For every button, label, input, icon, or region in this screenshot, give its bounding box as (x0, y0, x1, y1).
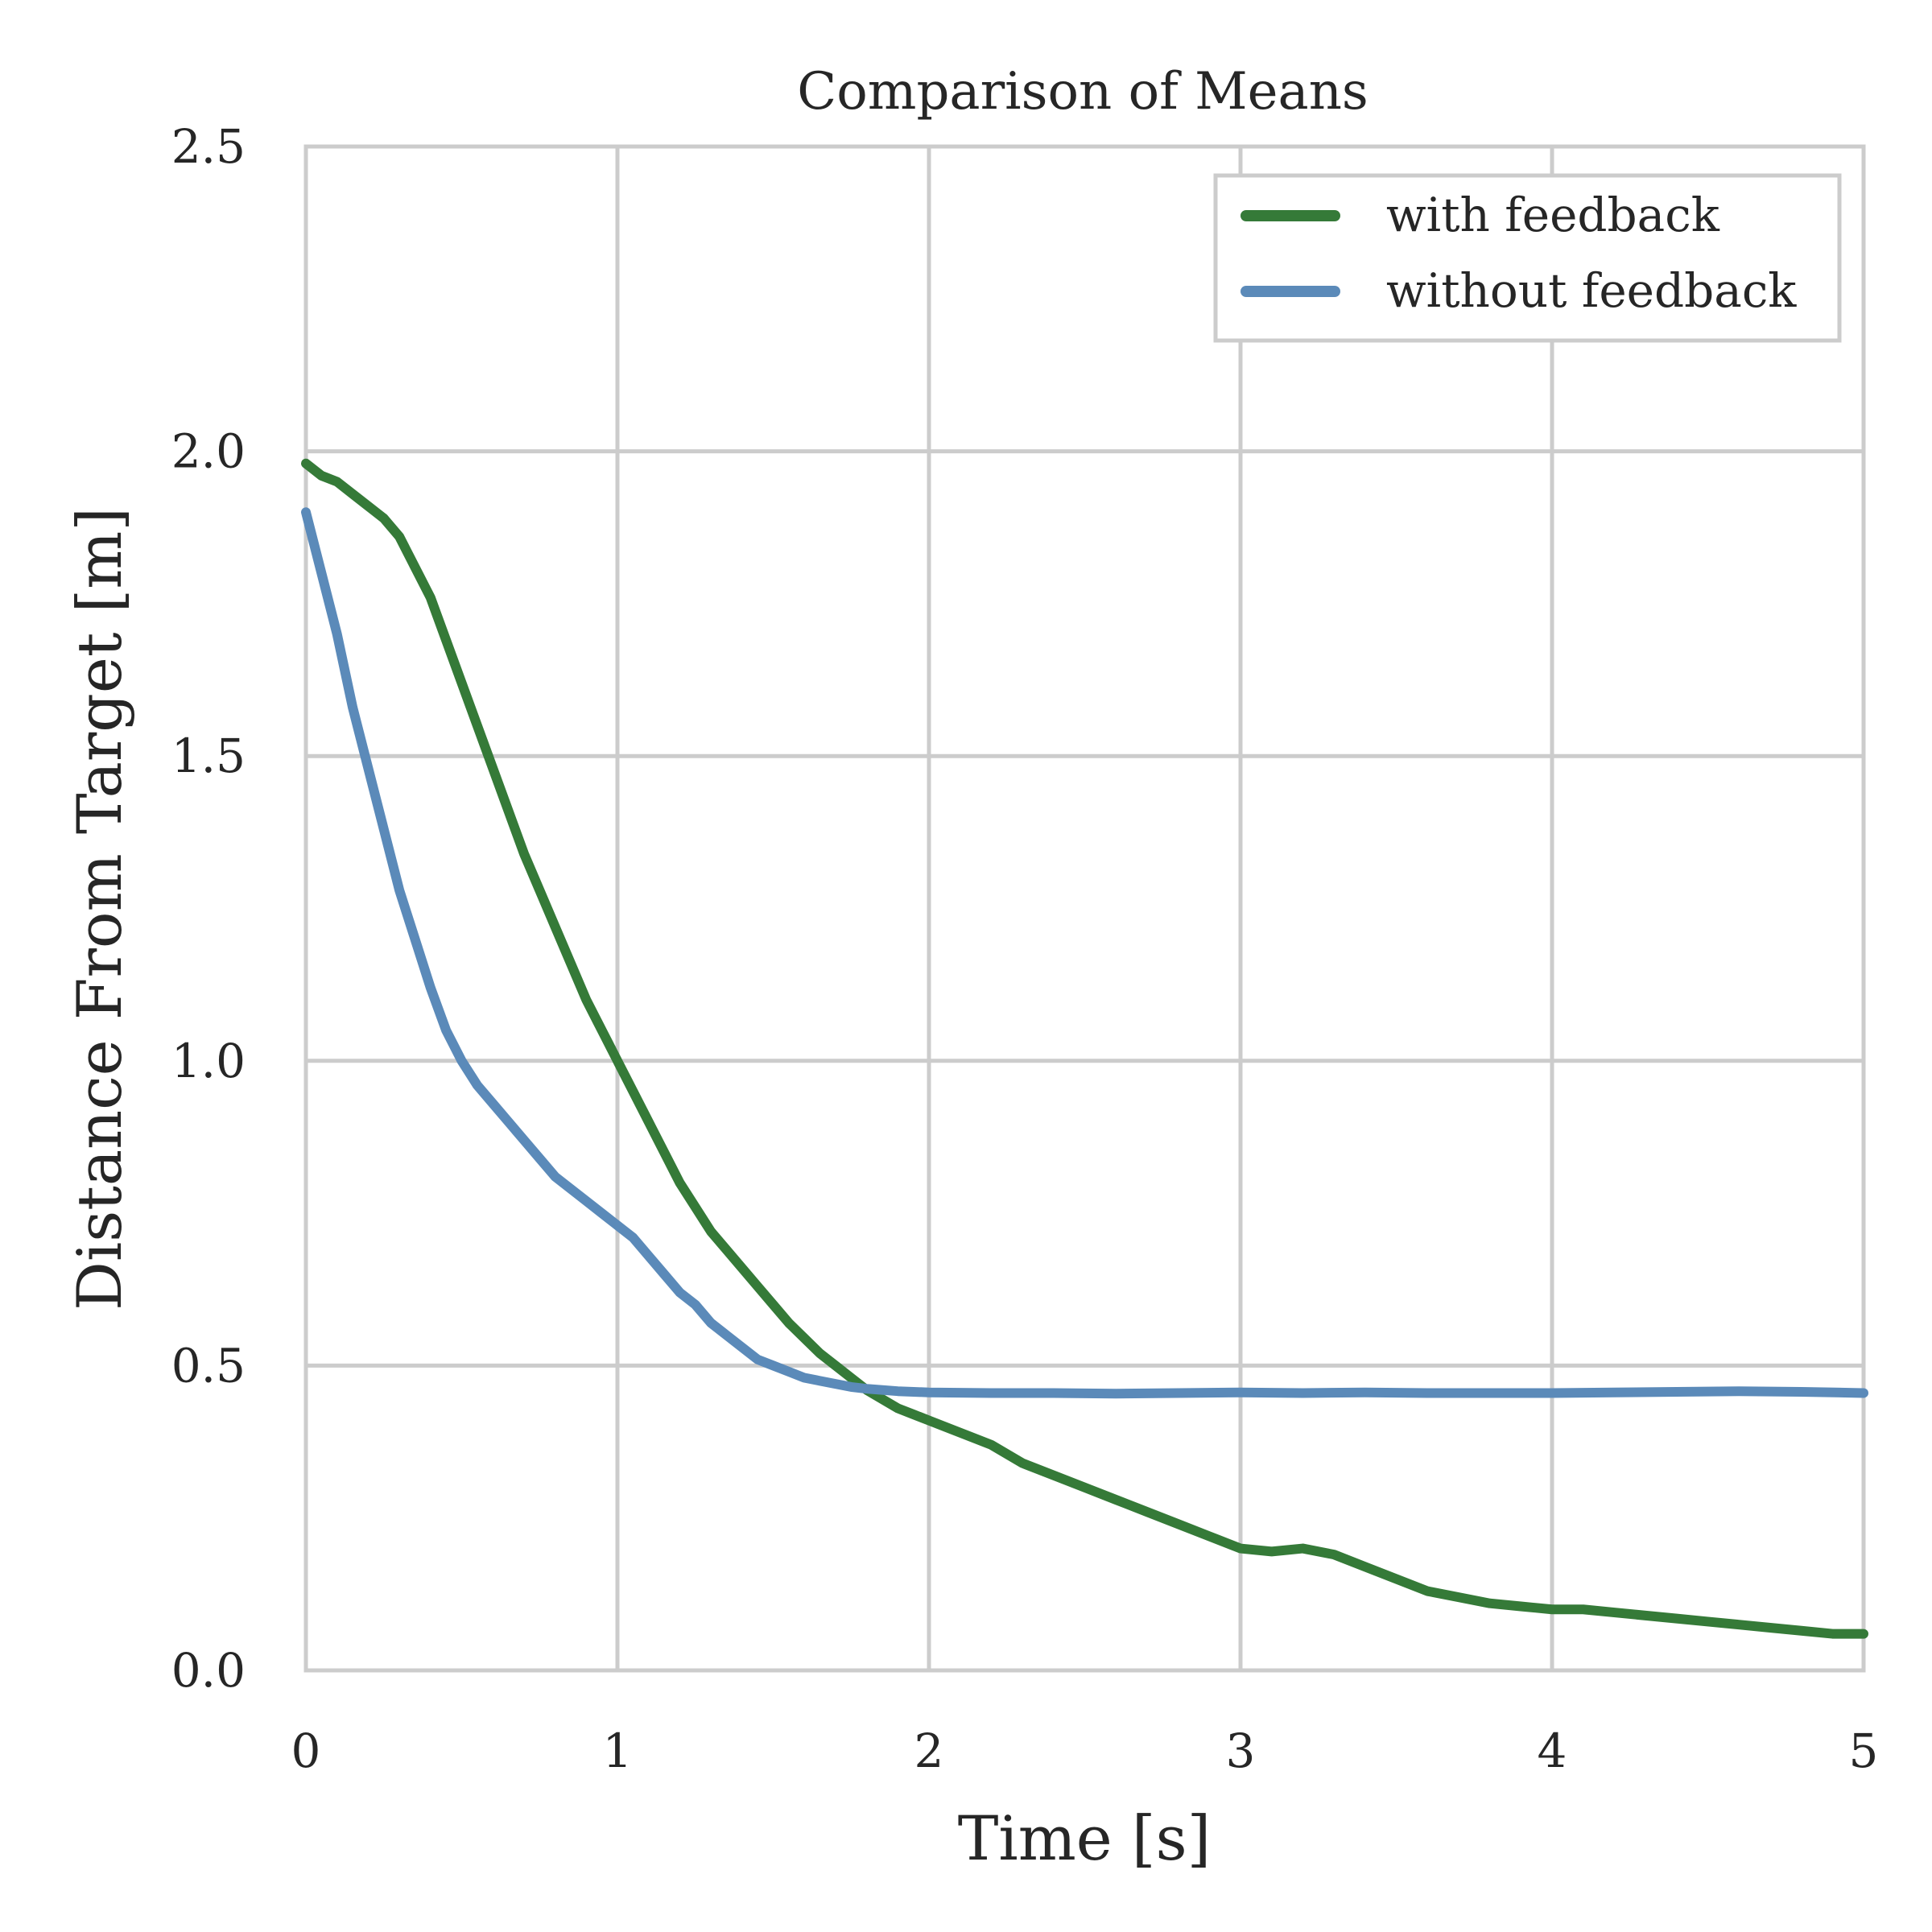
legend: with feedback without feedback (1213, 173, 1842, 343)
grid-lines (303, 144, 1866, 1673)
series-lines (301, 458, 1868, 1639)
x-tick-label: 1 (603, 1724, 633, 1778)
legend-label-without-feedback: without feedback (1386, 263, 1797, 318)
y-tick-label: 2.5 (171, 119, 246, 174)
y-tick-label: 1.5 (171, 729, 246, 783)
plot-frame (303, 144, 1866, 1673)
legend-label-with-feedback: with feedback (1386, 188, 1720, 242)
chart-title: Comparison of Means (797, 62, 1368, 122)
series-line-0 (301, 458, 1868, 1639)
y-axis-label: Distance From Target [m] (64, 507, 135, 1311)
x-tick-label: 2 (914, 1724, 944, 1778)
y-tick-label: 1.0 (171, 1034, 246, 1088)
x-tick-label: 5 (1849, 1724, 1879, 1778)
x-tick-labels: 0 1 2 3 4 5 (291, 1724, 1879, 1778)
x-tick-label: 3 (1226, 1724, 1256, 1778)
x-axis-label: Time [s] (958, 1802, 1212, 1874)
x-tick-label: 0 (291, 1724, 321, 1778)
legend-item-without-feedback: without feedback (1241, 263, 1797, 318)
x-tick-label: 4 (1538, 1724, 1567, 1778)
y-tick-label: 0.5 (171, 1338, 246, 1393)
series-line-1 (301, 507, 1868, 1399)
y-tick-label: 0.0 (171, 1643, 246, 1698)
y-tick-label: 2.0 (171, 424, 246, 479)
legend-frame (1213, 173, 1842, 343)
legend-item-with-feedback: with feedback (1241, 188, 1720, 242)
y-tick-labels: 0.0 0.5 1.0 1.5 2.0 2.5 (171, 119, 246, 1698)
